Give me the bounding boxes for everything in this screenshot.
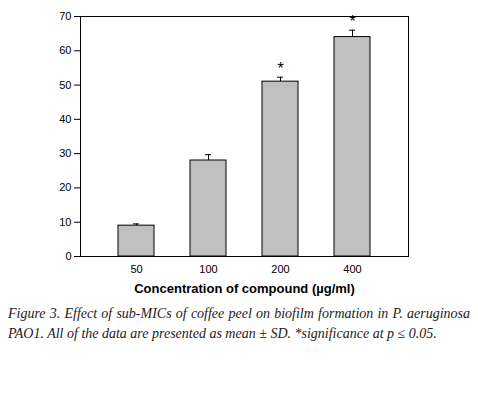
svg-text:40: 40 (59, 113, 71, 125)
svg-text:*: * (277, 60, 283, 77)
svg-text:50: 50 (59, 79, 71, 91)
svg-text:50: 50 (130, 263, 142, 275)
svg-text:*: * (349, 13, 355, 30)
svg-text:60: 60 (59, 44, 71, 56)
svg-text:10: 10 (59, 216, 71, 228)
svg-text:70: 70 (59, 10, 71, 22)
html-text:Figure 3. Effect of sub-MICs o: Figure 3. Effect of sub-MICs of coffee p… (8, 306, 470, 342)
svg-text:100: 100 (199, 263, 217, 275)
svg-text:20: 20 (59, 181, 71, 193)
svg-text:400: 400 (343, 263, 361, 275)
svg-text:0: 0 (65, 250, 71, 262)
svg-text:30: 30 (59, 147, 71, 159)
svg-text:200: 200 (271, 263, 289, 275)
svg-text:Concentration of compound (µg/: Concentration of compound (µg/ml) (134, 281, 355, 296)
